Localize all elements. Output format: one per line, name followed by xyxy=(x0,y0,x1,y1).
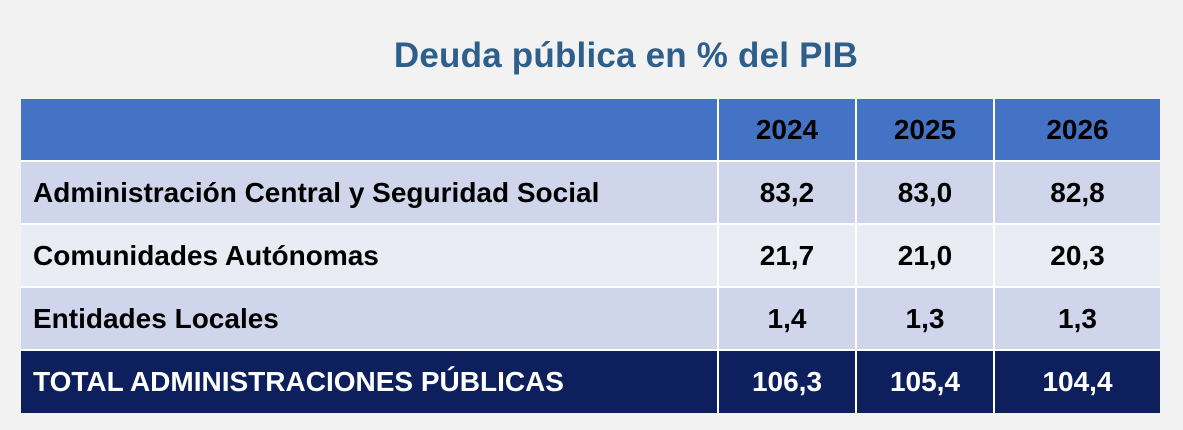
row-value-2026: 1,3 xyxy=(993,286,1160,351)
total-label: TOTAL ADMINISTRACIONES PÚBLICAS xyxy=(21,349,719,413)
header-label-cell xyxy=(21,99,719,162)
table-row: Comunidades Autónomas 21,7 21,0 20,3 xyxy=(21,223,1160,288)
header-year-2024: 2024 xyxy=(717,99,857,162)
total-value-2024: 106,3 xyxy=(717,349,857,413)
total-value-2026: 104,4 xyxy=(993,349,1160,413)
header-year-2026: 2026 xyxy=(993,99,1160,162)
table-header-row: 2024 2025 2026 xyxy=(21,99,1160,162)
row-value-2026: 20,3 xyxy=(993,223,1160,288)
debt-table: 2024 2025 2026 Administración Central y … xyxy=(21,99,1160,413)
row-value-2024: 83,2 xyxy=(717,161,857,225)
row-label: Comunidades Autónomas xyxy=(21,223,719,288)
row-value-2024: 1,4 xyxy=(717,286,857,351)
header-year-2025: 2025 xyxy=(855,99,995,162)
row-value-2025: 83,0 xyxy=(855,161,995,225)
row-label: Entidades Locales xyxy=(21,286,719,351)
page-title: Deuda pública en % del PIB xyxy=(393,36,859,75)
table-row: Administración Central y Seguridad Socia… xyxy=(21,161,1160,225)
row-value-2024: 21,7 xyxy=(717,223,857,288)
row-value-2025: 1,3 xyxy=(855,286,995,351)
row-value-2026: 82,8 xyxy=(993,161,1160,225)
total-value-2025: 105,4 xyxy=(855,349,995,413)
row-label: Administración Central y Seguridad Socia… xyxy=(21,161,719,225)
total-row: TOTAL ADMINISTRACIONES PÚBLICAS 106,3 10… xyxy=(21,349,1160,413)
row-value-2025: 21,0 xyxy=(855,223,995,288)
table-row: Entidades Locales 1,4 1,3 1,3 xyxy=(21,286,1160,351)
